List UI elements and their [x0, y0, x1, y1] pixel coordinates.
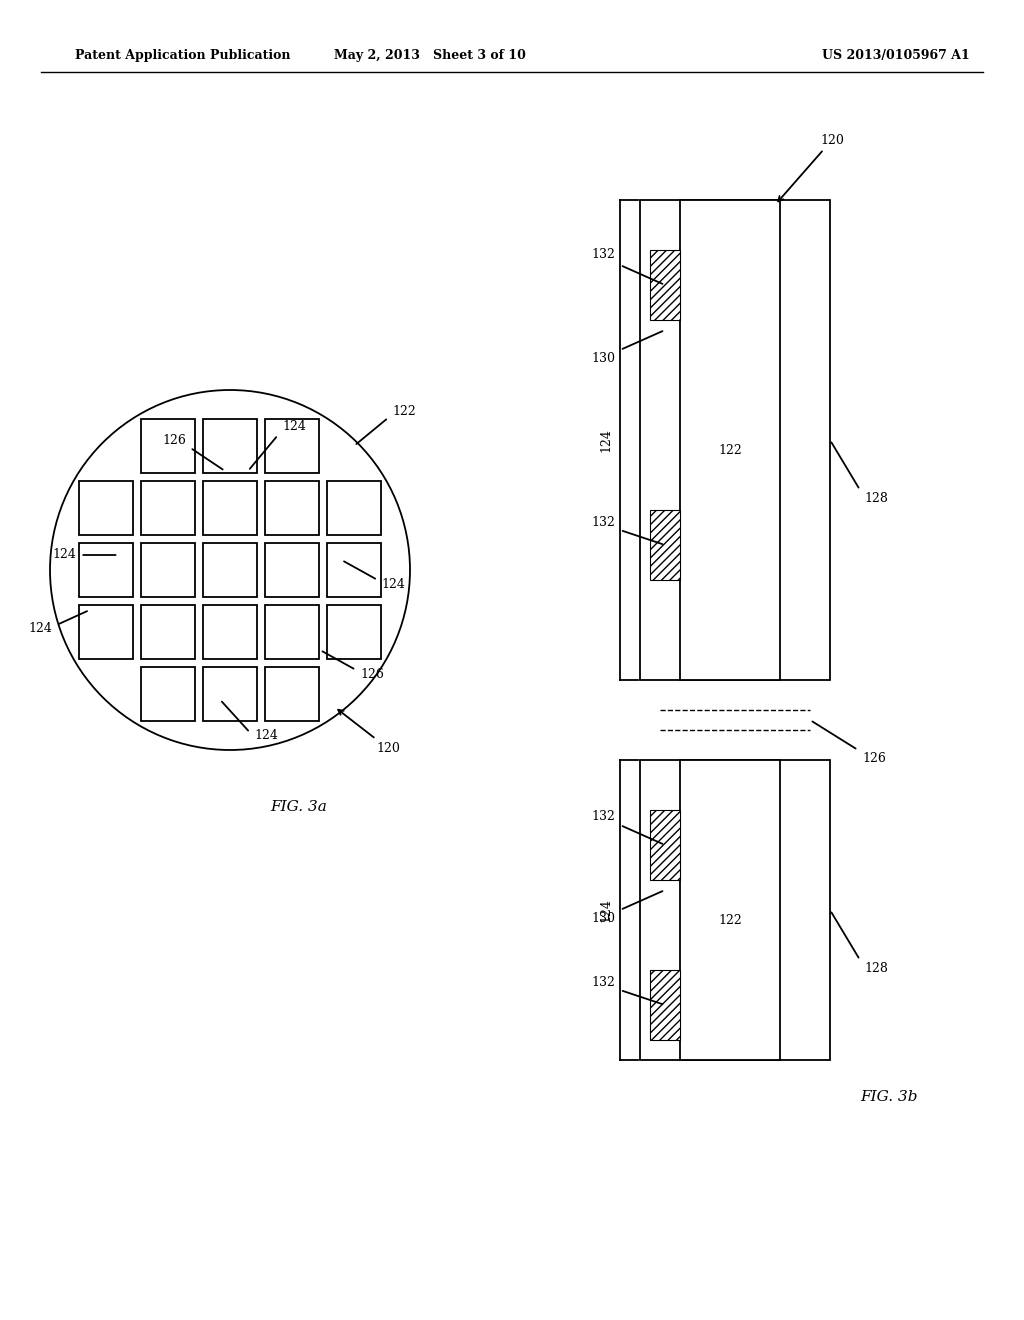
Bar — [640, 760, 830, 1060]
Bar — [265, 605, 319, 659]
Text: 120: 120 — [338, 710, 400, 755]
Bar — [79, 543, 133, 597]
Text: 132: 132 — [591, 810, 615, 824]
Bar — [141, 605, 195, 659]
Text: FIG. 3b: FIG. 3b — [860, 1090, 918, 1104]
Bar — [327, 605, 381, 659]
Text: US 2013/0105967 A1: US 2013/0105967 A1 — [822, 49, 970, 62]
Text: FIG. 3a: FIG. 3a — [270, 800, 327, 814]
Text: 130: 130 — [591, 351, 615, 364]
Bar — [327, 480, 381, 535]
Text: 122: 122 — [718, 444, 741, 457]
Bar — [650, 970, 680, 1040]
Bar — [79, 605, 133, 659]
Text: 128: 128 — [864, 491, 888, 504]
Bar — [141, 480, 195, 535]
Text: 124: 124 — [254, 729, 278, 742]
Bar — [680, 201, 780, 680]
Text: 132: 132 — [591, 516, 615, 529]
Text: 132: 132 — [591, 248, 615, 261]
Bar — [141, 667, 195, 721]
Text: 132: 132 — [591, 977, 615, 990]
Bar — [650, 810, 680, 880]
Bar — [203, 418, 257, 473]
Bar — [141, 543, 195, 597]
Text: May 2, 2013   Sheet 3 of 10: May 2, 2013 Sheet 3 of 10 — [334, 49, 526, 62]
Text: 124: 124 — [599, 428, 612, 451]
Bar — [265, 418, 319, 473]
Text: 124: 124 — [599, 898, 612, 921]
Text: 120: 120 — [778, 133, 844, 202]
Bar — [203, 605, 257, 659]
Text: Patent Application Publication: Patent Application Publication — [75, 49, 291, 62]
Bar — [203, 667, 257, 721]
Text: 126: 126 — [360, 668, 384, 681]
Bar — [680, 760, 780, 1060]
Text: 128: 128 — [864, 961, 888, 974]
Text: 126: 126 — [862, 751, 886, 764]
Text: 124: 124 — [282, 420, 306, 433]
Bar — [79, 480, 133, 535]
Bar — [640, 201, 830, 680]
Bar — [327, 543, 381, 597]
Bar — [203, 543, 257, 597]
Text: 130: 130 — [591, 912, 615, 924]
Text: 122: 122 — [392, 405, 416, 418]
Bar — [265, 667, 319, 721]
Text: 126: 126 — [162, 434, 186, 447]
Bar — [650, 510, 680, 579]
Bar — [650, 249, 680, 319]
Bar — [203, 480, 257, 535]
Bar — [265, 543, 319, 597]
Bar — [265, 480, 319, 535]
Text: 124: 124 — [29, 622, 52, 635]
Text: 124: 124 — [382, 578, 406, 590]
Bar — [141, 418, 195, 473]
Text: 124: 124 — [52, 549, 77, 561]
Text: 122: 122 — [718, 913, 741, 927]
